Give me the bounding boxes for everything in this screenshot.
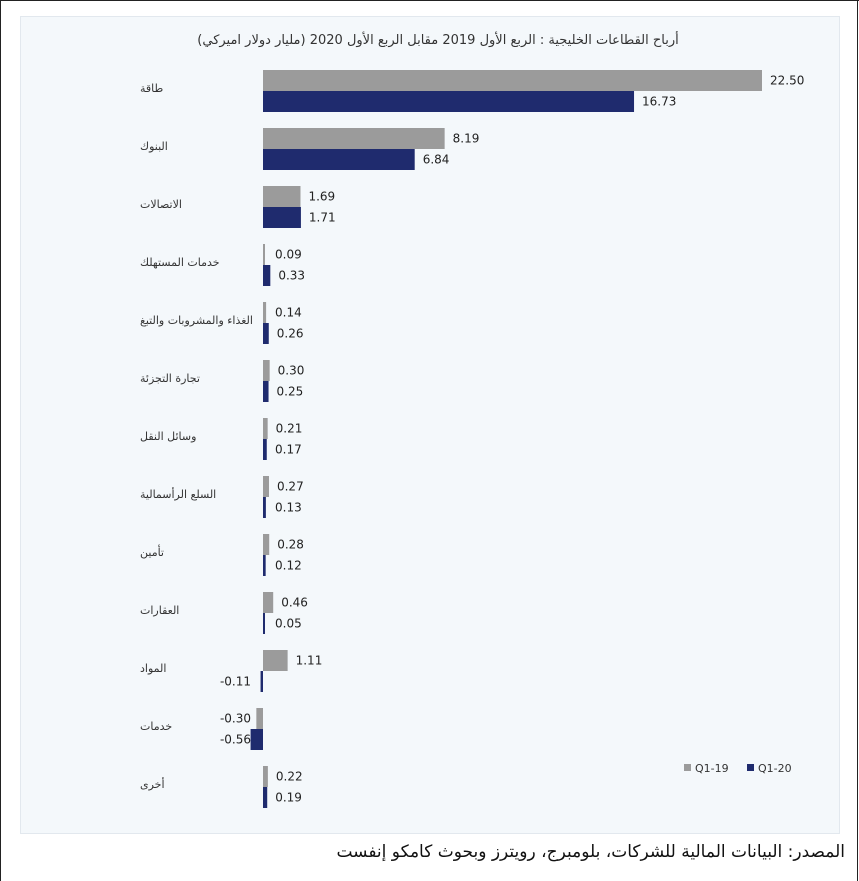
category-label: تجارة التجزئة (140, 372, 200, 385)
category-label: خدمات (140, 720, 172, 733)
data-label: 0.05 (275, 617, 302, 631)
legend-label: Q1-19 (695, 762, 729, 775)
data-label: 0.12 (275, 559, 302, 573)
data-label: 0.19 (275, 791, 302, 805)
category-label: طاقة (140, 82, 164, 95)
category-label: خدمات المستهلك (140, 256, 220, 269)
data-label: 0.22 (276, 770, 303, 784)
legend-swatch (747, 764, 754, 771)
bar-q1-19 (263, 534, 270, 555)
bar-q1-20 (263, 149, 415, 170)
bar-q1-19 (263, 302, 267, 323)
category-label: الاتصالات (140, 198, 182, 211)
category-label: المواد (140, 662, 166, 675)
data-label: 0.33 (278, 269, 305, 283)
bar-q1-19 (263, 360, 270, 381)
bar-q1-20 (263, 91, 635, 112)
data-label: 0.26 (277, 327, 304, 341)
data-label: 16.73 (642, 95, 676, 109)
frame-left-border (0, 0, 1, 881)
bar-q1-19 (263, 186, 301, 207)
chart-title: أرباح القطاعات الخليجية : الربع الأول 20… (197, 31, 678, 48)
bar-q1-20 (263, 613, 265, 634)
category-label: وسائل النقل (140, 430, 196, 443)
bar-q1-19 (263, 70, 762, 91)
bar-q1-20 (263, 439, 267, 460)
category-label: البنوك (140, 140, 168, 153)
bar-q1-19 (263, 128, 445, 149)
source-note: المصدر: البيانات المالية للشركات، بلومبر… (336, 842, 845, 862)
data-labels-layer: 22.50 16.73 8.196.84 1.69 1.71 0.09 0.33 0.14 0.… (220, 74, 804, 805)
bar-q1-19 (263, 476, 269, 497)
bar-q1-19 (263, 418, 268, 439)
data-label: 6.84 (423, 153, 450, 167)
bar-q1-20 (263, 381, 269, 402)
data-label: 0.25 (277, 385, 304, 399)
bar-q1-20 (260, 671, 263, 692)
bar-q1-20 (263, 323, 269, 344)
chart-panel (20, 16, 840, 834)
data-label: 0.09 (275, 248, 302, 262)
data-label: 22.50 (770, 74, 804, 88)
legend-label: Q1-20 (758, 762, 792, 775)
bar-q1-20 (263, 497, 266, 518)
bar-q1-20 (263, 555, 266, 576)
category-labels-layer: طاقة البنوك الاتصالات خدمات المستهلك الغذاء … (140, 82, 253, 791)
category-label: أخرى (140, 777, 165, 791)
data-label: 0.17 (275, 443, 302, 457)
bar-q1-20 (263, 207, 301, 228)
data-label: 1.71 (309, 211, 336, 225)
frame-top-border (0, 0, 859, 1)
data-label: 8.19 (453, 132, 480, 146)
data-label: -0.56 (220, 733, 251, 747)
bar-q1-19 (263, 592, 274, 613)
legend-swatch (684, 764, 691, 771)
bar-q1-20 (250, 729, 263, 750)
data-label: 0.14 (275, 306, 302, 320)
data-label: 1.11 (296, 654, 323, 668)
category-label: الغذاء والمشروبات والتبغ (140, 314, 253, 327)
bar-q1-20 (263, 787, 268, 808)
data-label: 0.27 (277, 480, 304, 494)
bar-q1-19 (263, 244, 265, 265)
data-label: 0.46 (281, 596, 308, 610)
data-label: 1.69 (308, 190, 335, 204)
data-label: -0.11 (220, 675, 251, 689)
category-label: تأمين (140, 544, 164, 559)
data-label: 0.13 (275, 501, 302, 515)
frame-right-border (857, 0, 858, 881)
bar-q1-19 (263, 650, 288, 671)
bars-layer (250, 70, 762, 808)
bar-q1-20 (263, 265, 271, 286)
category-label: السلع الرأسمالية (140, 487, 216, 501)
bar-q1-19 (256, 708, 263, 729)
data-label: 0.21 (276, 422, 303, 436)
data-label: 0.28 (277, 538, 304, 552)
category-label: العقارات (140, 604, 179, 617)
bar-q1-19 (263, 766, 268, 787)
legend: Q1-19 Q1-20 (684, 762, 792, 775)
data-label: 0.30 (278, 364, 305, 378)
data-label: -0.30 (220, 712, 251, 726)
